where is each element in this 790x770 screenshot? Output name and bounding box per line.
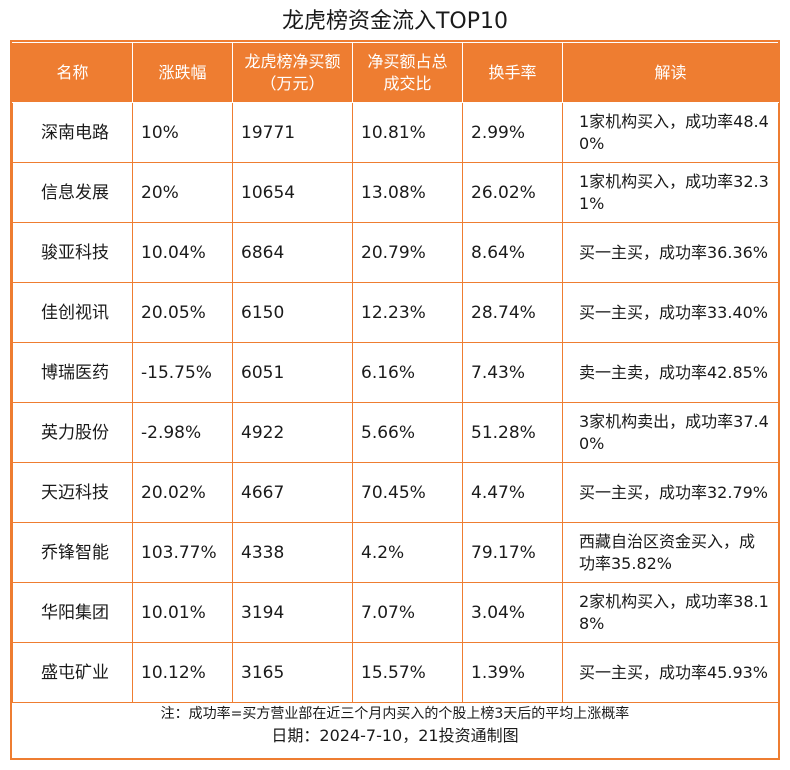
stock-name: 盛屯矿业 — [12, 642, 133, 703]
ratio-cell: 4.2% — [352, 522, 463, 583]
turnover-cell: 4.47% — [462, 462, 563, 523]
change-cell: 20.02% — [132, 462, 233, 523]
turnover-cell: 28.74% — [462, 282, 563, 343]
header-change: 涨跌幅 — [132, 42, 233, 103]
stock-name: 博瑞医药 — [12, 342, 133, 403]
stock-name: 乔锋智能 — [12, 522, 133, 583]
header-net-buy: 龙虎榜净买额（万元） — [232, 42, 353, 103]
stock-name: 骏亚科技 — [12, 222, 133, 283]
table-row: 天迈科技 20.02% 4667 70.45% 4.47% 买一主买，成功率32… — [12, 462, 779, 523]
ratio-cell: 70.45% — [352, 462, 463, 523]
table-row: 乔锋智能 103.77% 4338 4.2% 79.17% 西藏自治区资金买入，… — [12, 522, 779, 583]
note-cell: 卖一主卖，成功率42.85% — [562, 342, 779, 403]
ratio-cell: 15.57% — [352, 642, 463, 703]
note-cell: 买一主买，成功率45.93% — [562, 642, 779, 703]
ratio-cell: 5.66% — [352, 402, 463, 463]
turnover-cell: 1.39% — [462, 642, 563, 703]
turnover-cell: 79.17% — [462, 522, 563, 583]
net-buy-cell: 6150 — [232, 282, 353, 343]
ratio-cell: 20.79% — [352, 222, 463, 283]
note-cell: 买一主买，成功率33.40% — [562, 282, 779, 343]
net-buy-cell: 6051 — [232, 342, 353, 403]
change-cell: 20.05% — [132, 282, 233, 343]
ratio-cell: 13.08% — [352, 162, 463, 223]
table-row: 信息发展 20% 10654 13.08% 26.02% 1家机构买入，成功率3… — [12, 162, 779, 223]
change-cell: 10.12% — [132, 642, 233, 703]
net-buy-cell: 4922 — [232, 402, 353, 463]
ratio-cell: 6.16% — [352, 342, 463, 403]
fund-inflow-table: 名称 涨跌幅 龙虎榜净买额（万元） 净买额占总成交比 换手率 解读 深南电路 1… — [12, 42, 779, 703]
note-cell: 西藏自治区资金买入，成功率35.82% — [562, 522, 779, 583]
ratio-cell: 12.23% — [352, 282, 463, 343]
note-cell: 2家机构买入，成功率38.18% — [562, 582, 779, 643]
change-cell: -15.75% — [132, 342, 233, 403]
table-row: 英力股份 -2.98% 4922 5.66% 51.28% 3家机构卖出，成功率… — [12, 402, 779, 463]
table-row: 深南电路 10% 19771 10.81% 2.99% 1家机构买入，成功率48… — [12, 102, 779, 163]
change-cell: 10.04% — [132, 222, 233, 283]
footnote: 注：成功率=买方营业部在近三个月内买入的个股上榜3天后的平均上涨概率 — [160, 706, 630, 722]
note-cell: 1家机构买入，成功率32.31% — [562, 162, 779, 223]
table-row: 博瑞医药 -15.75% 6051 6.16% 7.43% 卖一主卖，成功率42… — [12, 342, 779, 403]
stock-name: 天迈科技 — [12, 462, 133, 523]
change-cell: 20% — [132, 162, 233, 223]
stock-name: 佳创视讯 — [12, 282, 133, 343]
turnover-cell: 2.99% — [462, 102, 563, 163]
turnover-cell: 26.02% — [462, 162, 563, 223]
stock-name: 信息发展 — [12, 162, 133, 223]
net-buy-cell: 4338 — [232, 522, 353, 583]
table-row: 骏亚科技 10.04% 6864 20.79% 8.64% 买一主买，成功率36… — [12, 222, 779, 283]
stock-name: 英力股份 — [12, 402, 133, 463]
ratio-cell: 7.07% — [352, 582, 463, 643]
note-cell: 3家机构卖出，成功率37.40% — [562, 402, 779, 463]
net-buy-cell: 3165 — [232, 642, 353, 703]
note-cell: 1家机构买入，成功率48.40% — [562, 102, 779, 163]
net-buy-cell: 3194 — [232, 582, 353, 643]
note-cell: 买一主买，成功率32.79% — [562, 462, 779, 523]
date-credit: 日期：2024-7-10，21投资通制图 — [271, 726, 519, 745]
change-cell: -2.98% — [132, 402, 233, 463]
net-buy-cell: 4667 — [232, 462, 353, 523]
turnover-cell: 3.04% — [462, 582, 563, 643]
net-buy-cell: 19771 — [232, 102, 353, 163]
table-row: 华阳集团 10.01% 3194 7.07% 3.04% 2家机构买入，成功率3… — [12, 582, 779, 643]
change-cell: 10.01% — [132, 582, 233, 643]
table-row: 佳创视讯 20.05% 6150 12.23% 28.74% 买一主买，成功率3… — [12, 282, 779, 343]
note-cell: 买一主买，成功率36.36% — [562, 222, 779, 283]
ratio-cell: 10.81% — [352, 102, 463, 163]
table-row: 盛屯矿业 10.12% 3165 15.57% 1.39% 买一主买，成功率45… — [12, 642, 779, 703]
footer: 注：成功率=买方营业部在近三个月内买入的个股上榜3天后的平均上涨概率 日期：20… — [12, 703, 778, 759]
header-name: 名称 — [12, 42, 133, 103]
table-header-row: 名称 涨跌幅 龙虎榜净买额（万元） 净买额占总成交比 换手率 解读 — [12, 42, 779, 103]
header-note: 解读 — [562, 42, 779, 103]
net-buy-cell: 10654 — [232, 162, 353, 223]
header-turnover: 换手率 — [462, 42, 563, 103]
stock-name: 深南电路 — [12, 102, 133, 163]
turnover-cell: 8.64% — [462, 222, 563, 283]
change-cell: 10% — [132, 102, 233, 163]
turnover-cell: 51.28% — [462, 402, 563, 463]
change-cell: 103.77% — [132, 522, 233, 583]
header-ratio: 净买额占总成交比 — [352, 42, 463, 103]
turnover-cell: 7.43% — [462, 342, 563, 403]
net-buy-cell: 6864 — [232, 222, 353, 283]
stock-name: 华阳集团 — [12, 582, 133, 643]
data-table-frame: 名称 涨跌幅 龙虎榜净买额（万元） 净买额占总成交比 换手率 解读 深南电路 1… — [10, 40, 780, 760]
page-title: 龙虎榜资金流入TOP10 — [281, 9, 509, 34]
